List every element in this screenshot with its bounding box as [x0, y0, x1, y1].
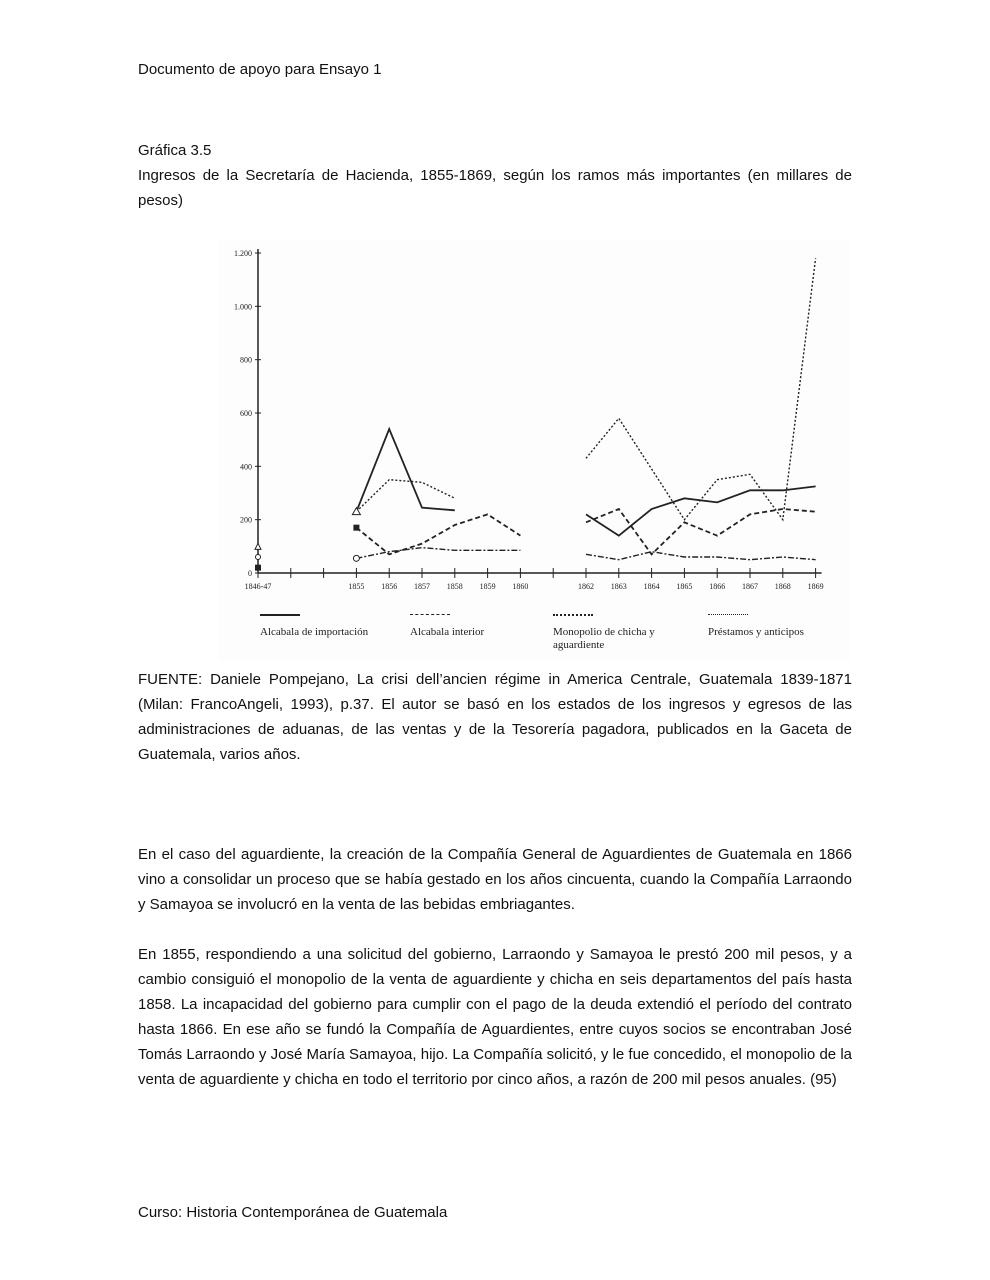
figure-label: Gráfica 3.5 [138, 142, 212, 159]
series-line-2 [355, 513, 521, 556]
y-tick-label: 200 [240, 516, 252, 525]
circle-marker [352, 554, 360, 562]
line-chart: 0 200 400 600 800 1.000 1.200 1846-47 1855 1856 18… [218, 240, 850, 660]
series-line-3 [585, 258, 817, 522]
x-tick-label: 1868 [775, 582, 791, 591]
legend-item-0: Alcabala de importación [260, 614, 369, 639]
y-tick-label: 800 [240, 356, 252, 365]
figure-caption: Ingresos de la Secretaría de Hacienda, 1… [138, 167, 852, 209]
x-tick-label: 1857 [414, 582, 430, 591]
x-tick-label: 1867 [742, 582, 758, 591]
legend-item-2: Monopolio de chicha y aguardiente [553, 614, 663, 652]
x-tick-label: 1864 [644, 582, 660, 591]
series-line-1 [585, 550, 816, 561]
square-marker [255, 564, 261, 571]
legend-item-1: Alcabala interior [410, 614, 485, 639]
x-tick-label: 1865 [676, 582, 692, 591]
series-line-0 [355, 426, 455, 512]
y-tick-label: 1.200 [234, 249, 252, 258]
series-line-1 [356, 546, 521, 560]
x-tick-label: 1860 [512, 582, 528, 591]
paragraph-2: En 1855, respondiendo a una solicitud de… [138, 946, 852, 1088]
paragraph-1: En el caso del aguardiente, la creación … [138, 846, 852, 913]
series-line-3 [355, 478, 456, 513]
legend-label: Préstamos y anticipos [708, 626, 804, 638]
square-marker [353, 524, 360, 531]
figure-source: FUENTE: Daniele Pompejano, La crisi dell… [138, 671, 852, 763]
y-tick-label: 400 [240, 462, 252, 471]
x-tick-label: 1863 [611, 582, 627, 591]
y-tick-label: 600 [240, 409, 252, 418]
triangle-marker [351, 506, 362, 516]
x-tick-label: 1862 [578, 582, 594, 591]
x-tick-label: 1859 [480, 582, 496, 591]
chart-svg: 0 200 400 600 800 1.000 1.200 1846-47 1855 1856 18… [234, 249, 824, 591]
page-footer: Curso: Historia Contemporánea de Guatema… [138, 1204, 448, 1221]
x-tick-label: 1869 [808, 582, 824, 591]
legend-label: Alcabala interior [410, 626, 485, 638]
legend-item-3: Préstamos y anticipos [708, 614, 804, 639]
page-header: Documento de apoyo para Ensayo 1 [138, 61, 382, 78]
triangle-marker [254, 542, 262, 550]
y-tick-label: 0 [248, 569, 252, 578]
x-tick-label: 1858 [447, 582, 463, 591]
x-tick-label: 1856 [381, 582, 397, 591]
x-tick-label: 1846-47 [245, 582, 272, 591]
legend-label: Monopolio de chicha y aguardiente [553, 626, 655, 651]
x-tick-label: 1866 [709, 582, 725, 591]
y-tick-label: 1.000 [234, 302, 252, 311]
circle-marker [255, 554, 261, 560]
x-tick-label: 1855 [348, 582, 364, 591]
series-line-2 [585, 507, 816, 556]
legend-label: Alcabala de importación [260, 626, 369, 638]
